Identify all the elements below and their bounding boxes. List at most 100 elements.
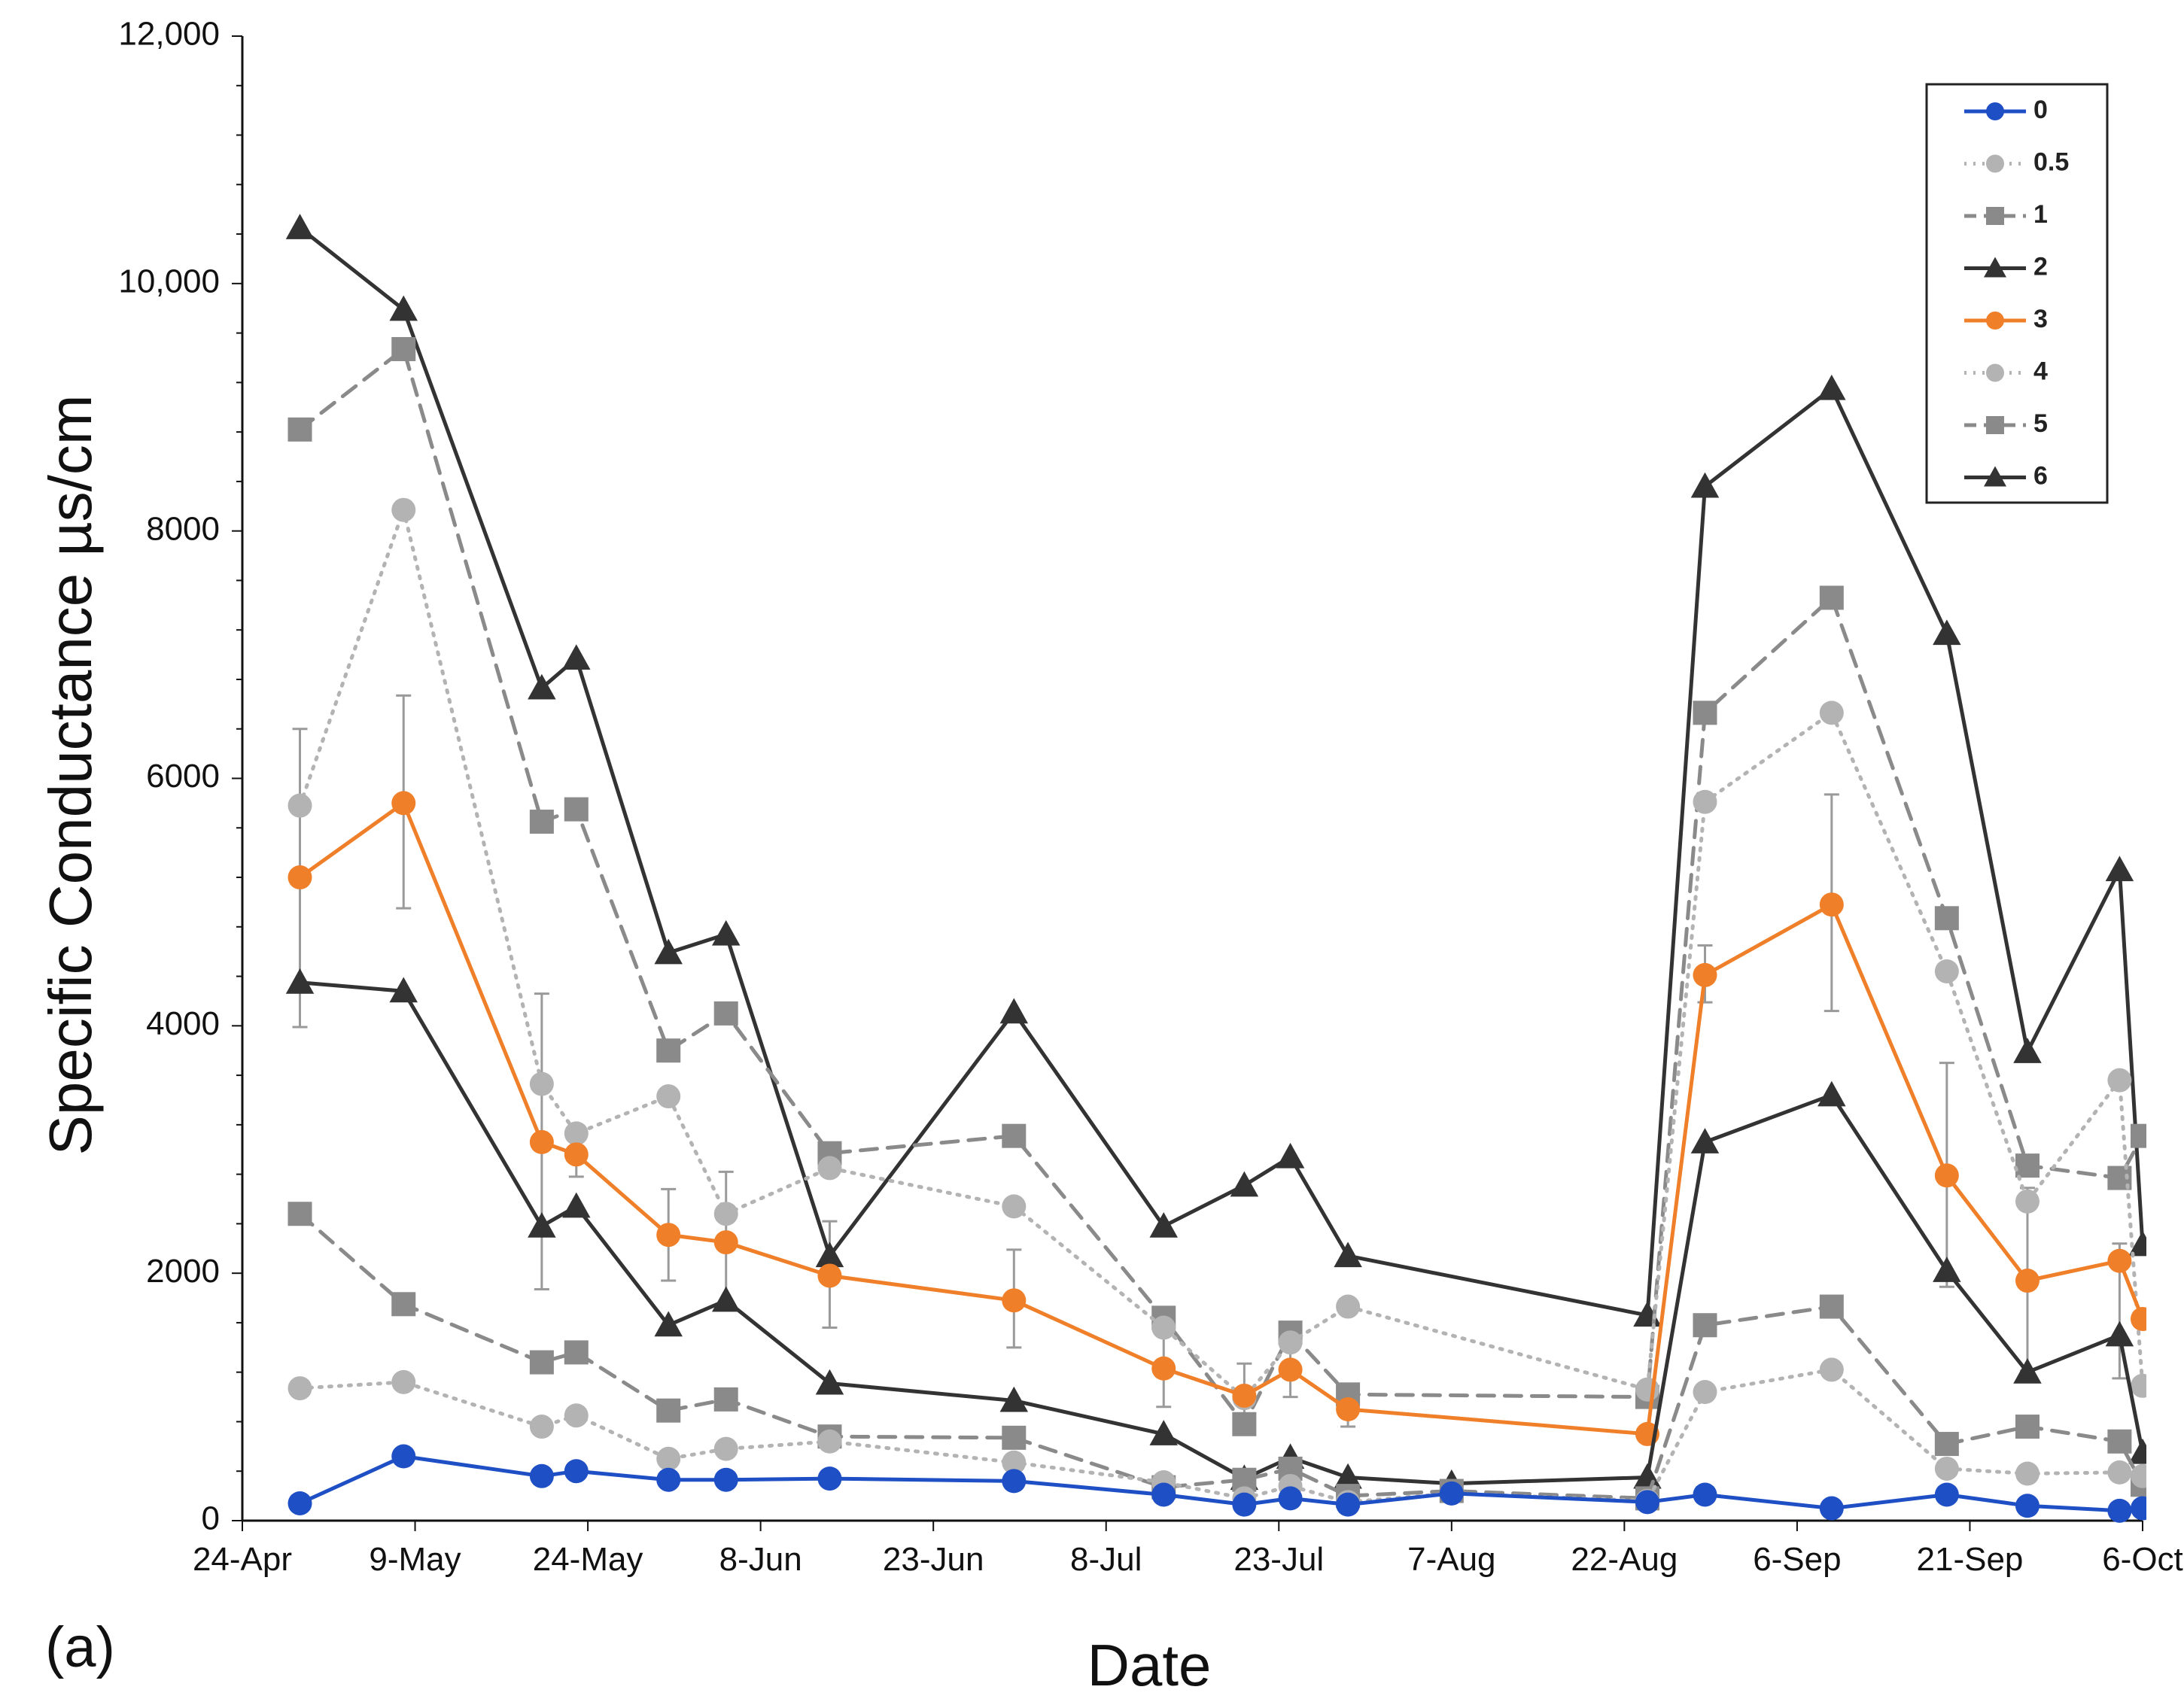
data-point bbox=[1278, 1486, 1303, 1511]
series-0 bbox=[287, 1444, 2146, 1523]
data-point bbox=[562, 1192, 591, 1218]
x-tick-label: 21-Sep bbox=[1917, 1541, 2024, 1578]
data-point bbox=[713, 1202, 738, 1226]
data-point bbox=[2131, 1463, 2146, 1488]
data-point bbox=[656, 1446, 681, 1471]
y-axis-title: Specific Conductance µs/cm bbox=[37, 395, 104, 1156]
x-tick-label: 23-Jun bbox=[883, 1541, 984, 1578]
data-point bbox=[1149, 1420, 1178, 1445]
data-point bbox=[285, 214, 315, 239]
series-line bbox=[298, 1454, 2145, 1513]
data-point bbox=[1002, 1450, 1027, 1475]
data-point bbox=[528, 1211, 556, 1238]
x-tick-label: 22-Aug bbox=[1571, 1541, 1678, 1578]
data-point bbox=[713, 1467, 738, 1492]
data-point bbox=[1336, 1492, 1361, 1517]
data-point bbox=[528, 673, 556, 700]
data-point bbox=[1232, 1412, 1257, 1436]
x-tick-label: 8-Jul bbox=[1070, 1541, 1142, 1578]
data-point bbox=[564, 1121, 589, 1146]
legend-label: 0 bbox=[2033, 96, 2048, 124]
legend-box bbox=[1925, 83, 2109, 504]
data-point bbox=[2015, 1153, 2040, 1178]
y-tick-label: 10,000 bbox=[118, 263, 220, 299]
data-point bbox=[1151, 1482, 1176, 1507]
data-point bbox=[1336, 1294, 1361, 1319]
x-ticks: 24-Apr 9-May 24-May 8-Jun 23-Jun 8-Jul 23-Jul 7… bbox=[193, 1521, 2183, 1578]
data-point bbox=[2015, 1494, 2040, 1518]
data-point bbox=[2107, 1429, 2132, 1454]
data-point bbox=[391, 1369, 416, 1394]
data-point bbox=[1149, 1211, 1178, 1238]
series-line bbox=[298, 1211, 2145, 1500]
data-point bbox=[1690, 1128, 1720, 1153]
data-point bbox=[389, 295, 418, 321]
legend-marker bbox=[1984, 257, 2006, 278]
y-tick-label: 12,000 bbox=[118, 16, 220, 53]
data-point bbox=[391, 1292, 416, 1317]
data-point bbox=[1819, 892, 1844, 917]
panel-label: (a) bbox=[45, 1615, 115, 1679]
data-point bbox=[564, 797, 589, 822]
data-point bbox=[2131, 1307, 2146, 1331]
legend-item: 4 bbox=[1964, 357, 2048, 385]
data-point bbox=[656, 1223, 681, 1248]
data-point bbox=[2128, 1230, 2146, 1257]
data-point bbox=[2131, 1373, 2146, 1398]
data-point bbox=[1151, 1315, 1176, 1340]
data-point bbox=[1934, 959, 1959, 983]
series-5 bbox=[287, 336, 2146, 1436]
data-point bbox=[711, 1286, 741, 1312]
x-tick-label: 9-May bbox=[369, 1541, 461, 1578]
data-point bbox=[1934, 1482, 1959, 1507]
data-point bbox=[713, 1230, 738, 1255]
data-point bbox=[2013, 1357, 2042, 1384]
data-point bbox=[529, 810, 554, 834]
data-point bbox=[1693, 701, 1717, 725]
x-tick-label: 6-Oct bbox=[2102, 1541, 2183, 1578]
data-point bbox=[564, 1340, 589, 1365]
legend-label: 2 bbox=[2033, 252, 2048, 281]
data-point bbox=[1693, 1313, 1717, 1338]
x-tick-label: 24-Apr bbox=[193, 1541, 292, 1578]
legend-item: 1 bbox=[1964, 200, 2048, 229]
data-point bbox=[391, 497, 416, 522]
data-point bbox=[1230, 1171, 1259, 1197]
data-point bbox=[2105, 856, 2134, 882]
data-point bbox=[1002, 1123, 1027, 1148]
data-point bbox=[1819, 1496, 1844, 1521]
data-point bbox=[656, 1467, 681, 1492]
data-point bbox=[2105, 1321, 2134, 1347]
x-tick-label: 7-Aug bbox=[1407, 1541, 1495, 1578]
x-axis-title: Date bbox=[1087, 1632, 1212, 1698]
data-point bbox=[1819, 1294, 1844, 1319]
legend-label: 4 bbox=[2033, 357, 2048, 385]
data-point bbox=[389, 977, 418, 1003]
data-point bbox=[1002, 1288, 1027, 1313]
data-point bbox=[817, 1429, 842, 1454]
data-point bbox=[391, 791, 416, 816]
data-point bbox=[1817, 1080, 1846, 1107]
data-point bbox=[1934, 1456, 1959, 1481]
data-point bbox=[1002, 1194, 1027, 1219]
legend-marker bbox=[1984, 466, 2006, 487]
legend-item: 5 bbox=[1964, 409, 2048, 438]
data-point bbox=[1439, 1481, 1464, 1506]
data-point bbox=[1933, 1257, 1961, 1282]
data-point bbox=[529, 1415, 554, 1439]
data-point bbox=[999, 1386, 1029, 1412]
data-point bbox=[1933, 619, 1961, 646]
data-point bbox=[1934, 1432, 1959, 1457]
data-point bbox=[391, 1444, 416, 1469]
data-point bbox=[2015, 1461, 2040, 1486]
series-layer bbox=[285, 214, 2146, 1523]
data-point bbox=[1693, 962, 1717, 987]
data-point bbox=[391, 336, 416, 361]
data-point bbox=[287, 793, 312, 818]
legend: 0 0.5 1 2 3 4 5 6 bbox=[1925, 83, 2109, 504]
series-line bbox=[298, 1367, 2145, 1504]
data-point bbox=[1690, 472, 1720, 498]
data-point bbox=[1693, 1380, 1717, 1405]
legend-label: 1 bbox=[2033, 200, 2048, 229]
